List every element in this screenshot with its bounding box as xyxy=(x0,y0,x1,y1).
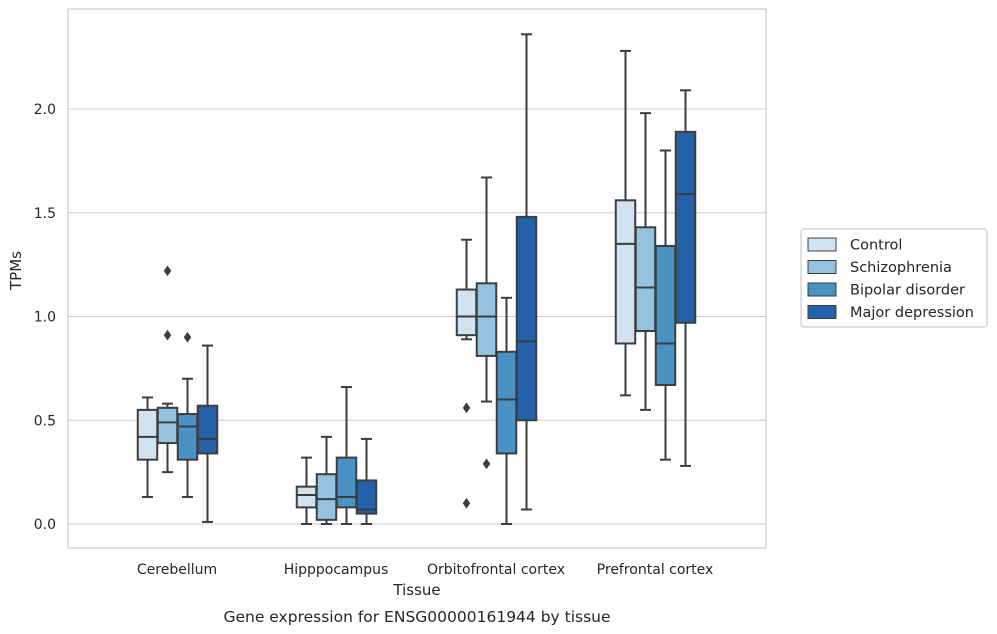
y-tick-label: 0.5 xyxy=(34,413,56,429)
outlier-point xyxy=(462,402,471,414)
x-tick-label: Cerebellum xyxy=(137,562,217,578)
plot-frame xyxy=(67,8,767,549)
box-major-depression-2 xyxy=(515,33,538,511)
x-tick-label: Hipppocampus xyxy=(284,562,389,578)
outlier-point xyxy=(462,497,471,509)
box-schizophrenia-3 xyxy=(634,112,657,411)
y-tick-label: 1.5 xyxy=(34,206,56,222)
legend-label: Major depression xyxy=(850,305,974,321)
x-axis-label: Tissue xyxy=(392,581,440,599)
legend-label: Schizophrenia xyxy=(850,260,952,276)
x-tick-label: Orbitofrontal cortex xyxy=(427,562,565,578)
legend-swatch xyxy=(807,260,837,274)
iqr-box xyxy=(455,288,478,337)
legend: Control Schizophrenia Bipolar disorder Majo… xyxy=(800,228,988,328)
box-schizophrenia-0 xyxy=(156,265,179,474)
iqr-box xyxy=(156,406,179,445)
iqr-box xyxy=(654,244,677,386)
box-control-2 xyxy=(455,238,478,509)
y-axis-label: TPMs xyxy=(7,251,25,291)
iqr-box xyxy=(136,408,159,461)
boxes xyxy=(136,33,697,525)
y-tick-label: 0.0 xyxy=(34,517,56,533)
iqr-box xyxy=(475,282,498,357)
iqr-box xyxy=(355,479,378,515)
iqr-box xyxy=(674,130,697,324)
box-control-1 xyxy=(295,456,318,525)
iqr-box xyxy=(614,199,637,345)
iqr-box xyxy=(315,473,338,521)
legend-label: Bipolar disorder xyxy=(850,283,965,299)
outlier-point xyxy=(482,458,491,470)
box-bipolar-disorder-3 xyxy=(654,149,677,461)
box-control-3 xyxy=(614,49,637,397)
legend-label: Control xyxy=(850,238,902,254)
chart-caption: Gene expression for ENSG00000161944 by t… xyxy=(223,608,610,626)
box-major-depression-3 xyxy=(674,89,697,467)
iqr-box xyxy=(495,350,518,455)
outlier-point xyxy=(163,329,172,341)
iqr-box xyxy=(515,215,538,422)
y-tick-labels: 0.0 0.5 1.0 1.5 2.0 xyxy=(34,102,56,533)
y-tick-label: 2.0 xyxy=(34,102,56,118)
x-tick-labels: Cerebellum Hipppocampus Orbitofrontal cort… xyxy=(137,562,713,578)
iqr-box xyxy=(196,404,219,455)
iqr-box xyxy=(295,485,318,509)
box-major-depression-0 xyxy=(196,344,219,523)
x-tick-label: Prefrontal cortex xyxy=(597,562,714,578)
outlier-point xyxy=(163,265,172,277)
box-control-0 xyxy=(136,396,159,499)
iqr-box xyxy=(176,413,199,461)
iqr-box xyxy=(335,456,358,509)
legend-swatch xyxy=(807,282,837,297)
box-bipolar-disorder-1 xyxy=(335,386,358,525)
outlier-point xyxy=(183,331,192,343)
box-schizophrenia-1 xyxy=(315,435,338,525)
legend-frame xyxy=(800,228,988,328)
box-major-depression-1 xyxy=(355,437,378,525)
y-tick-label: 1.0 xyxy=(34,310,56,326)
box-bipolar-disorder-2 xyxy=(495,296,518,525)
box-bipolar-disorder-0 xyxy=(176,331,199,499)
box-schizophrenia-2 xyxy=(475,176,498,470)
iqr-box xyxy=(634,226,657,333)
legend-swatch xyxy=(807,237,837,252)
legend-swatch xyxy=(807,305,837,319)
